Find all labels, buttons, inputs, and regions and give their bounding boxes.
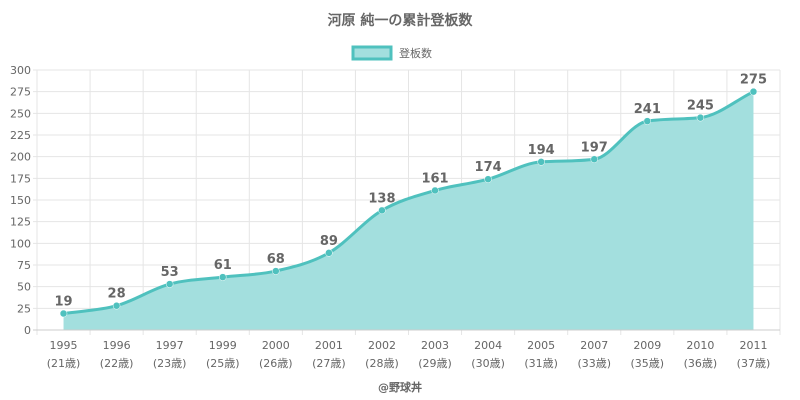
data-labels: 19 28 53 61 68 89 138 161 174 194 197 241 245 275 bbox=[54, 73, 767, 310]
chart-title: 河原 純一の累計登板数 bbox=[328, 12, 474, 29]
x-tick-label: 2009 bbox=[633, 339, 661, 352]
data-point bbox=[431, 186, 439, 195]
x-axis: 1995 (21歳) 1996 (22歳) 1997 (23歳) 1999 (25歳) 2000… bbox=[47, 339, 771, 370]
x-tick-label: 2002 bbox=[368, 339, 396, 352]
data-label: 275 bbox=[740, 73, 767, 88]
data-point bbox=[59, 309, 68, 318]
data-label: 245 bbox=[687, 99, 714, 114]
y-tick-label: 300 bbox=[10, 64, 31, 77]
y-axis: 0 25 50 75 100 125 150 175 200 225 250 275 300 bbox=[10, 64, 31, 337]
legend-label: 登板数 bbox=[399, 46, 432, 60]
data-point bbox=[749, 87, 758, 96]
x-tick-label: 2005 bbox=[527, 339, 555, 352]
legend-swatch bbox=[351, 45, 393, 61]
data-label: 161 bbox=[421, 171, 448, 186]
x-tick-label: 2003 bbox=[421, 339, 449, 352]
legend[interactable]: 登板数 bbox=[351, 45, 432, 61]
data-point bbox=[643, 117, 652, 125]
x-tick-sublabel: (37歳) bbox=[737, 357, 771, 370]
plot-area bbox=[33, 87, 780, 331]
x-tick-label: 2001 bbox=[315, 339, 343, 352]
x-tick-label: 1996 bbox=[103, 339, 131, 352]
data-label: 68 bbox=[267, 252, 285, 267]
x-tick-sublabel: (28歳) bbox=[365, 357, 399, 370]
x-tick-sublabel: (29歳) bbox=[418, 357, 452, 370]
data-label: 241 bbox=[634, 102, 661, 117]
x-tick-sublabel: (33歳) bbox=[577, 357, 611, 370]
x-tick-label: 2000 bbox=[262, 339, 290, 352]
x-tick-sublabel: (21歳) bbox=[47, 357, 81, 370]
x-tick-label: 1995 bbox=[50, 339, 78, 352]
x-tick-sublabel: (23歳) bbox=[153, 357, 187, 370]
data-label: 61 bbox=[214, 258, 232, 273]
data-point bbox=[112, 301, 121, 310]
x-tick-label: 2004 bbox=[474, 339, 502, 352]
data-label: 138 bbox=[368, 191, 395, 206]
series-line bbox=[63, 90, 755, 316]
y-tick-label: 100 bbox=[10, 237, 31, 250]
data-point bbox=[696, 113, 705, 122]
y-tick-label: 125 bbox=[10, 216, 31, 229]
x-tick-sublabel: (36歳) bbox=[684, 357, 718, 370]
y-tick-label: 0 bbox=[24, 324, 31, 337]
data-point bbox=[378, 206, 386, 215]
data-point bbox=[484, 175, 492, 183]
data-label: 89 bbox=[320, 234, 338, 249]
x-tick-sublabel: (27歳) bbox=[312, 357, 346, 370]
y-tick-label: 250 bbox=[10, 107, 31, 120]
x-tick-sublabel: (26歳) bbox=[259, 357, 293, 370]
data-point bbox=[272, 267, 280, 275]
data-label: 194 bbox=[528, 143, 555, 158]
series-area bbox=[63, 91, 754, 331]
x-tick-label: 1999 bbox=[209, 339, 237, 352]
y-tick-label: 75 bbox=[17, 259, 31, 272]
data-label: 28 bbox=[108, 287, 126, 302]
y-tick-label: 150 bbox=[10, 194, 31, 207]
data-label: 53 bbox=[161, 265, 179, 280]
data-label: 174 bbox=[475, 160, 502, 175]
data-point bbox=[219, 273, 227, 281]
y-tick-label: 200 bbox=[10, 151, 31, 164]
data-point bbox=[325, 249, 333, 257]
credit-text: @野球丼 bbox=[378, 380, 422, 394]
data-point bbox=[165, 280, 174, 288]
y-tick-label: 50 bbox=[17, 281, 31, 294]
x-tick-label: 2011 bbox=[739, 339, 767, 352]
data-label: 197 bbox=[581, 140, 608, 155]
x-tick-label: 2007 bbox=[580, 339, 608, 352]
x-tick-sublabel: (30歳) bbox=[471, 357, 505, 370]
x-tick-label: 2010 bbox=[686, 339, 714, 352]
x-tick-sublabel: (35歳) bbox=[631, 357, 665, 370]
data-point bbox=[537, 158, 545, 166]
x-tick-sublabel: (22歳) bbox=[100, 357, 134, 370]
y-tick-label: 225 bbox=[10, 129, 31, 142]
x-tick-label: 1997 bbox=[156, 339, 184, 352]
y-tick-label: 25 bbox=[17, 302, 31, 315]
y-tick-label: 275 bbox=[10, 86, 31, 99]
x-tick-sublabel: (31歳) bbox=[524, 357, 558, 370]
data-label: 19 bbox=[54, 295, 72, 310]
data-point bbox=[590, 155, 598, 164]
x-tick-sublabel: (25歳) bbox=[206, 357, 240, 370]
y-tick-label: 175 bbox=[10, 172, 31, 185]
